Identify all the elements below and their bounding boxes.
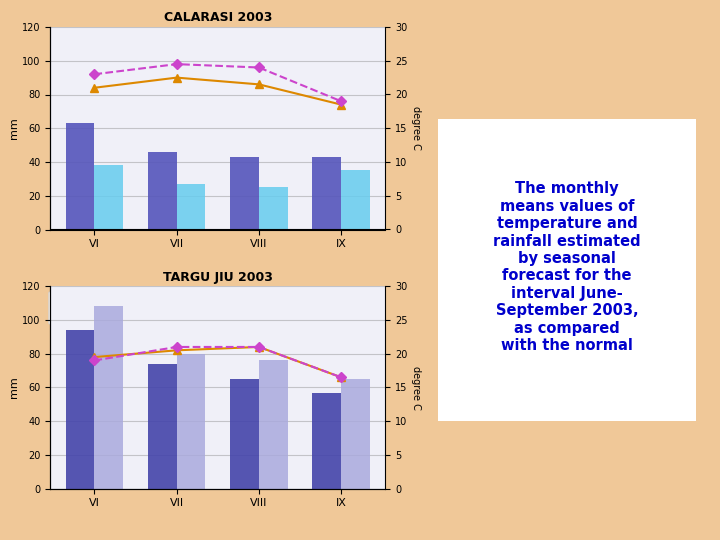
Y-axis label: degree C: degree C <box>411 106 421 150</box>
Y-axis label: mm: mm <box>9 376 19 399</box>
Bar <box>230 379 259 489</box>
Bar <box>341 171 370 230</box>
Bar <box>176 354 205 489</box>
Bar <box>148 152 176 230</box>
FancyBboxPatch shape <box>438 119 696 421</box>
Bar <box>230 157 259 230</box>
Title: CALARASI 2003: CALARASI 2003 <box>163 11 272 24</box>
Bar <box>259 361 288 489</box>
Bar <box>312 157 341 230</box>
Bar <box>312 393 341 489</box>
Text: The monthly
means values of
temperature and
rainfall estimated
by seasonal
forec: The monthly means values of temperature … <box>493 181 641 353</box>
Bar <box>66 330 94 489</box>
Bar <box>94 306 123 489</box>
Title: TARGU JIU 2003: TARGU JIU 2003 <box>163 271 273 284</box>
Bar <box>66 123 94 230</box>
Bar <box>148 364 176 489</box>
Legend: Normal Rainfall, Forecast Rainfall, Normal Av.Temp., Forecast Av.Temp.: Normal Rainfall, Forecast Rainfall, Norm… <box>48 291 274 323</box>
Bar <box>259 187 288 230</box>
Y-axis label: mm: mm <box>9 117 19 139</box>
Y-axis label: degree C: degree C <box>411 366 421 409</box>
Bar <box>94 165 123 230</box>
Bar <box>176 184 205 230</box>
Bar <box>341 379 370 489</box>
